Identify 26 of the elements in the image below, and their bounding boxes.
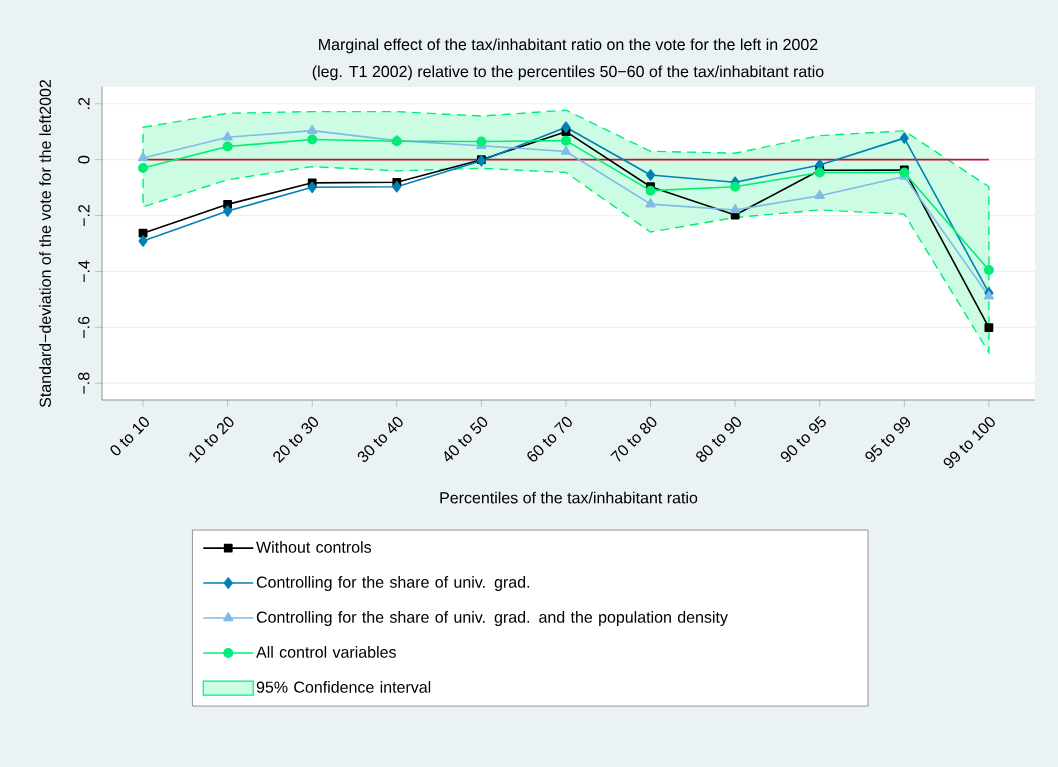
- x-tick-label: 70 to 80: [610, 416, 657, 462]
- y-tick-label: −.8: [78, 372, 90, 394]
- x-tick-label: 90 to 95: [780, 415, 826, 462]
- chart-title: Marginal effect of the tax/inhabitant ratio on the vote for the left in 2002: [319, 38, 818, 54]
- y-tick-label: −.6: [78, 316, 90, 338]
- legend-label: Without controls: [256, 541, 372, 553]
- x-tick-label: 80 to 90: [696, 416, 742, 462]
- chart-subtitle: (leg. T1 2002) relative to the percentiles 50−60 of the tax/inhabitant ratio: [312, 65, 824, 81]
- y-tick-label: 0: [78, 155, 90, 164]
- legend-label: All control variables: [256, 646, 396, 658]
- x-axis-title: Percentiles of the tax/inhabitant ratio: [440, 491, 698, 504]
- x-tick-label: 40 to 50: [444, 416, 488, 462]
- x-tick-label: 95 to 99: [865, 416, 911, 462]
- x-tick-label: 60 to 70: [527, 416, 572, 462]
- text: 95% Confidence interval: [256, 681, 431, 693]
- x-tick-label: 99 to 100: [943, 416, 995, 469]
- legend-label: Controlling for the share of univ. grad. and the population density: [256, 611, 728, 626]
- x-tick-label: 30 to 40: [357, 416, 403, 462]
- y-tick-label: .2: [78, 97, 90, 109]
- x-tick-label: 10 to 20: [189, 416, 234, 463]
- y-tick-label: −.2: [78, 205, 90, 227]
- x-tick-label: 0 to 10: [110, 416, 149, 456]
- y-tick-label: −.4: [78, 260, 90, 282]
- x-tick-label: 20 to 30: [273, 416, 319, 464]
- legend-label: Controlling for the share of univ. grad.: [256, 576, 530, 591]
- y-axis-title: Standard−deviation of the vote for the left2002: [39, 80, 51, 408]
